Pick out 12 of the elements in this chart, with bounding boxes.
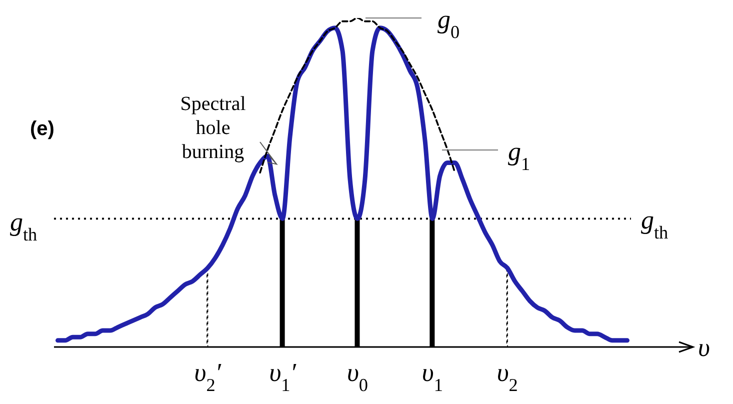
text: g$_{th}$ — [10, 208, 38, 245]
annotation: g$_{1}$ — [508, 137, 530, 174]
annotation: Spectral hole burning — [180, 93, 246, 163]
ref-line-label: g$_{th}$ — [641, 206, 668, 243]
x-tick-label: υ$_{0}$ — [346, 358, 368, 395]
x-tick-label: υ$_{2}$ — [496, 358, 518, 395]
annotation: g$_{0}$ — [437, 5, 460, 42]
x-tick-label: υ$_{2}$′ — [194, 358, 222, 395]
annotation: (e) — [30, 118, 54, 140]
x-tick-label: υ$_{1}$ — [422, 358, 443, 395]
x-axis-title: υ — [698, 333, 710, 362]
x-tick-label: υ$_{1}$′ — [269, 358, 296, 395]
